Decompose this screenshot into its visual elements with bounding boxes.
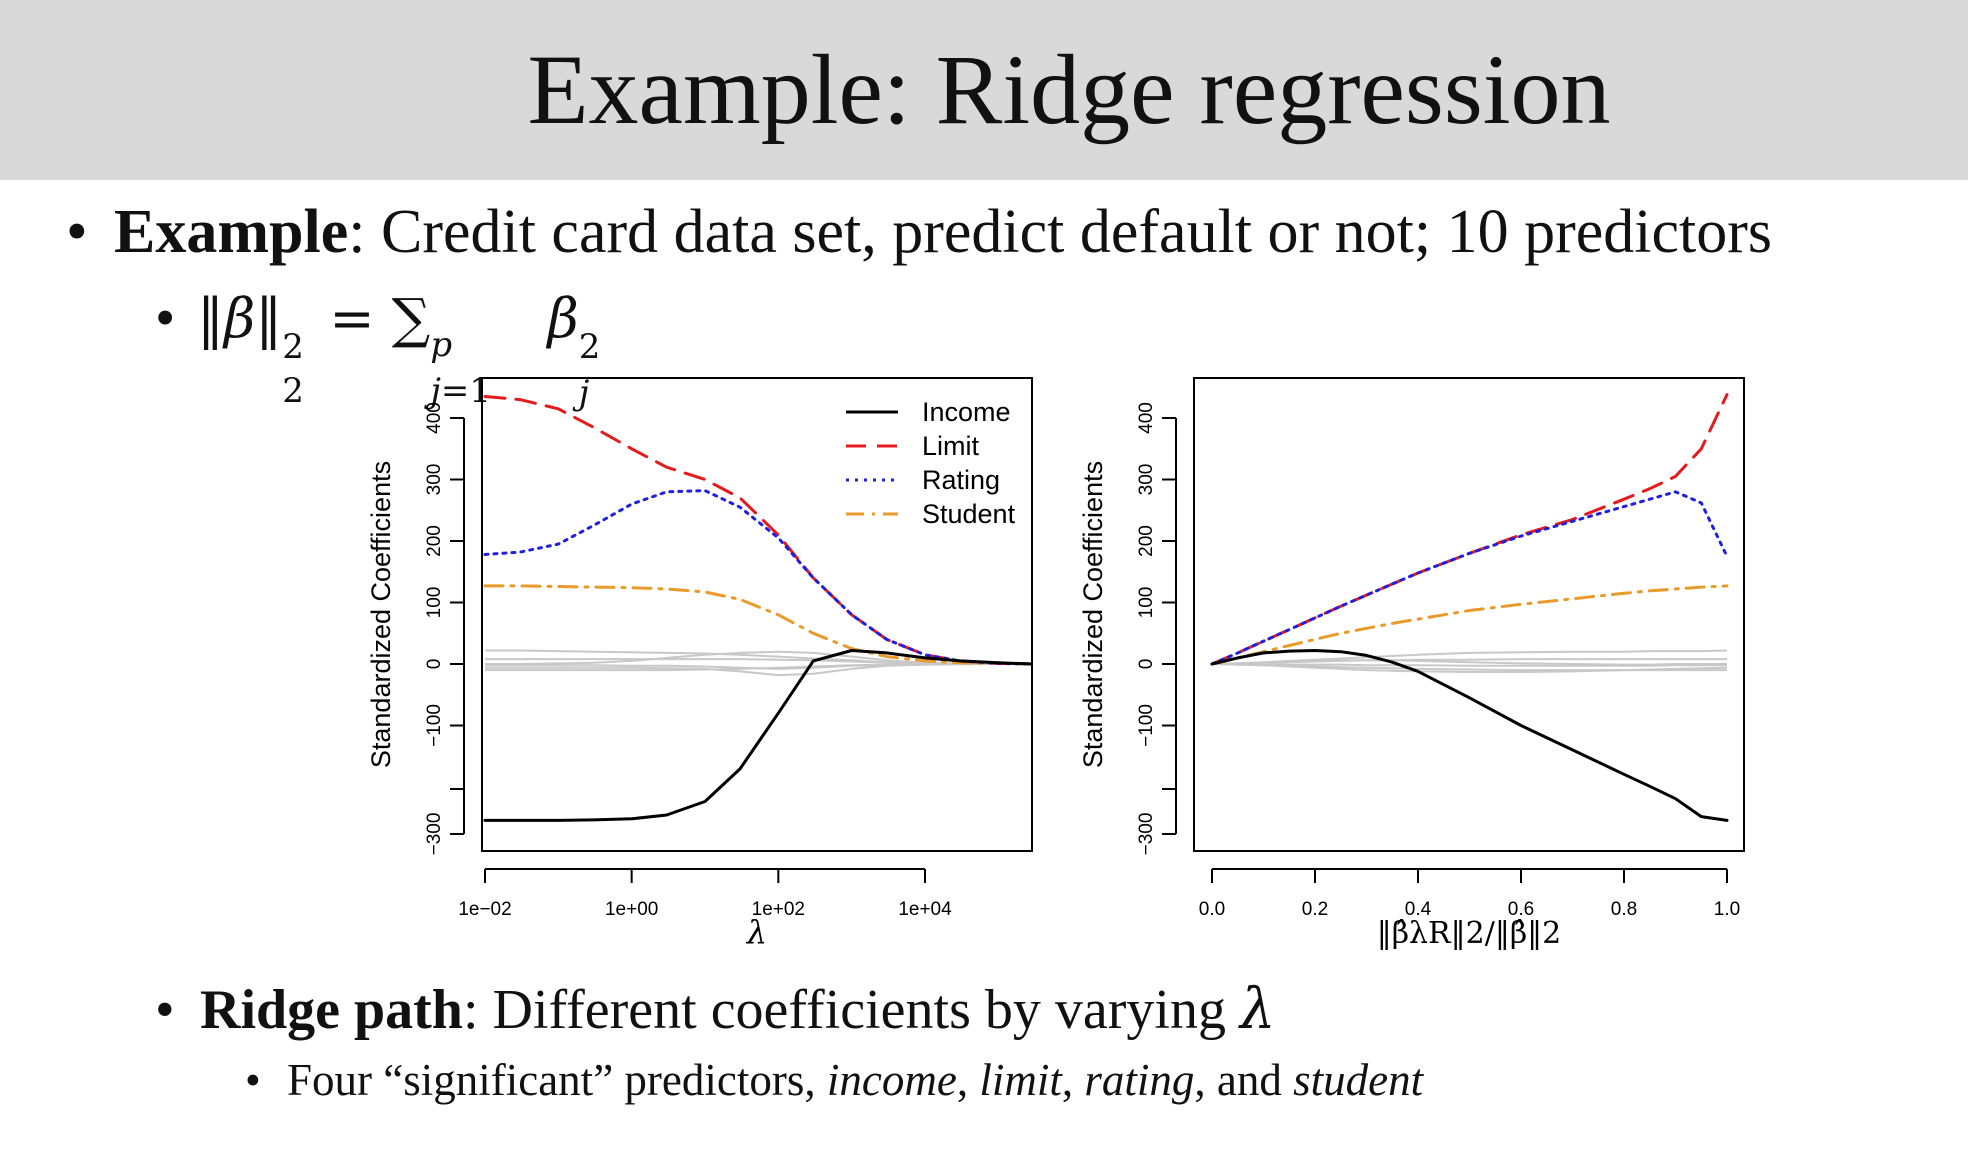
bullet-ridge-path: • Ridge path: Different coefficients by v…: [155, 975, 1275, 1045]
lambda-symbol: λ: [1239, 977, 1276, 1042]
y-tick-label: 200: [424, 525, 445, 557]
bullet-example-bold: Example: [114, 198, 349, 266]
plot-area: [1210, 393, 1729, 822]
x-tick-label: 0.4: [1405, 899, 1432, 920]
y-tick-label: −300: [424, 813, 445, 856]
bullet-ridge-text: : Different coefficients by varying: [462, 979, 1240, 1041]
background-series-line: [1212, 663, 1727, 667]
background-series-line: [485, 649, 1032, 665]
bullet-dot: •: [245, 1055, 261, 1105]
predictor-income: income: [826, 1055, 957, 1105]
x-tick-label: 1e+04: [898, 899, 952, 920]
y-tick-label: 300: [424, 464, 445, 496]
sep: ,: [956, 1055, 980, 1105]
predictors-prefix: Four “significant” predictors,: [287, 1055, 827, 1105]
x-tick-label: 1e+00: [605, 899, 658, 920]
series-line-limit: [1210, 393, 1729, 666]
background-series-line: [1211, 663, 1727, 672]
y-tick-label: 100: [424, 587, 445, 619]
background-series-line: [485, 663, 1032, 677]
legend-label-limit: Limit: [922, 431, 980, 461]
y-tick-label: 0: [424, 659, 445, 670]
plot-frame: [481, 377, 1033, 852]
y-tick-label: −100: [1136, 704, 1157, 747]
x-tick-label: 0.8: [1611, 899, 1637, 920]
x-tick-label: 0.2: [1302, 899, 1328, 920]
series-line-student: [1210, 584, 1729, 666]
y-axis-label: Standardized Coefficients: [1078, 461, 1108, 768]
y-tick-label: 300: [1136, 464, 1157, 496]
bullet-dot: •: [155, 979, 175, 1041]
x-tick-label: 0.0: [1199, 899, 1225, 920]
legend-label-student: Student: [922, 499, 1016, 529]
x-tick-label: 1.0: [1714, 899, 1740, 920]
background-series-line: [1211, 663, 1728, 673]
series-line-income: [483, 649, 1032, 822]
x-tick-label: 1e−02: [458, 899, 511, 920]
chart-ridge-vs-norm-ratio: −300 −100 0 100 200 300 400 0.0 0.2 0.4 0.6 0.8 1.0 S…: [1078, 377, 1745, 951]
y-tick-label: 200: [1136, 525, 1157, 557]
series-line-student: [483, 584, 1032, 666]
y-tick-label: −100: [424, 704, 445, 747]
y-axis-label: Standardized Coefficients: [366, 461, 396, 768]
series-line-rating: [483, 489, 1032, 666]
background-series-line: [485, 658, 1032, 665]
y-tick-label: −300: [1136, 813, 1157, 856]
background-series-line: [485, 663, 1032, 670]
series-line-income: [1210, 649, 1729, 822]
x-axis-label: ‖β̂λR‖2/‖β̂‖2: [1377, 916, 1562, 951]
y-tick-label: 0: [1136, 659, 1157, 670]
background-series-line: [485, 663, 1032, 672]
background-series-line: [485, 650, 1032, 665]
y-tick-label: 100: [1136, 587, 1157, 619]
background-series-line: [1211, 658, 1727, 665]
predictor-rating: rating: [1084, 1055, 1195, 1105]
bullet-dot: •: [66, 198, 88, 266]
sep: ,: [1061, 1055, 1085, 1105]
x-tick-label: 0.6: [1508, 899, 1534, 920]
series-line-rating: [1210, 490, 1729, 666]
slide-title: Example: Ridge regression: [527, 34, 1611, 145]
bullet-dot: •: [155, 285, 176, 350]
background-series-line: [1211, 649, 1728, 665]
x-tick-label: 1e+02: [752, 899, 805, 920]
plot-area: [483, 395, 1032, 822]
legend-label-income: Income: [922, 397, 1011, 427]
bullet-example: • Example: Credit card data set, predict …: [66, 192, 1772, 272]
legend-label-rating: Rating: [922, 465, 1000, 495]
plot-frame: [1193, 377, 1745, 852]
bullet-example-text: : Credit card data set, predict default …: [348, 198, 1773, 266]
x-axis-label: λ: [745, 913, 767, 951]
bullet-ridge-bold: Ridge path: [200, 979, 463, 1041]
title-bar: Example: Ridge regression: [0, 0, 1968, 180]
y-tick-label: 400: [1136, 402, 1157, 434]
background-series-line: [1211, 659, 1727, 666]
series-line-limit: [483, 395, 1032, 666]
predictor-student: student: [1293, 1055, 1424, 1105]
sep: , and: [1194, 1055, 1294, 1105]
predictor-limit: limit: [979, 1055, 1062, 1105]
bullet-predictors: • Four “significant” predictors, income , …: [245, 1050, 1423, 1110]
